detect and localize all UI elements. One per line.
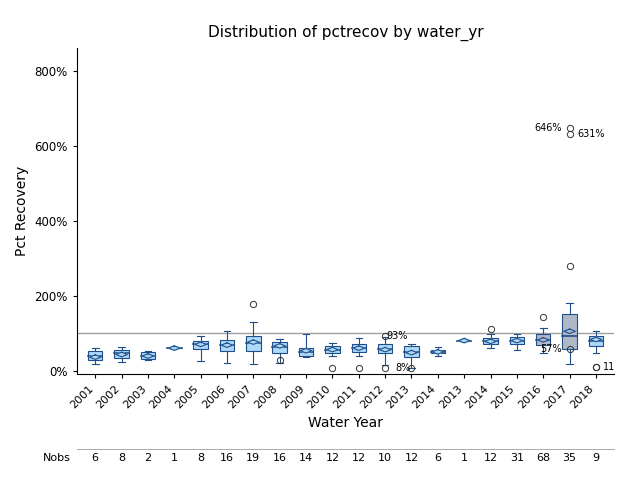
Text: 16: 16	[220, 454, 234, 463]
Text: 12: 12	[404, 454, 419, 463]
Text: 12: 12	[325, 454, 339, 463]
Bar	[404, 346, 419, 357]
Polygon shape	[484, 339, 497, 344]
Text: 10: 10	[378, 454, 392, 463]
Text: 12: 12	[352, 454, 366, 463]
Polygon shape	[116, 352, 127, 357]
Polygon shape	[432, 349, 444, 354]
Polygon shape	[195, 342, 207, 347]
Polygon shape	[458, 338, 470, 343]
Text: 6: 6	[435, 454, 442, 463]
Bar	[378, 344, 392, 353]
Polygon shape	[538, 337, 549, 342]
Bar	[299, 348, 314, 356]
Text: Nobs: Nobs	[42, 454, 70, 463]
Polygon shape	[511, 338, 523, 343]
Text: 31: 31	[510, 454, 524, 463]
Bar	[509, 337, 524, 344]
Text: 35: 35	[563, 454, 577, 463]
Bar	[88, 351, 102, 360]
Polygon shape	[300, 348, 312, 353]
Bar	[325, 346, 340, 353]
Polygon shape	[353, 346, 365, 350]
Text: 631%: 631%	[577, 129, 604, 139]
Polygon shape	[142, 354, 154, 358]
Y-axis label: Pct Recovery: Pct Recovery	[15, 166, 29, 256]
Bar	[220, 340, 234, 351]
Text: 8%: 8%	[395, 363, 410, 372]
Text: 14: 14	[299, 454, 313, 463]
Polygon shape	[168, 346, 180, 350]
Text: 1: 1	[461, 454, 468, 463]
Text: 1: 1	[171, 454, 178, 463]
Text: 6: 6	[92, 454, 99, 463]
Text: 68: 68	[536, 454, 550, 463]
Polygon shape	[248, 340, 259, 344]
Polygon shape	[274, 344, 285, 348]
Polygon shape	[221, 343, 233, 348]
Text: 93%: 93%	[387, 331, 408, 341]
Polygon shape	[590, 337, 602, 342]
Text: 646%: 646%	[535, 123, 562, 133]
Text: 8: 8	[118, 454, 125, 463]
Text: 9: 9	[593, 454, 600, 463]
Title: Distribution of pctrecov by water_yr: Distribution of pctrecov by water_yr	[208, 25, 483, 41]
X-axis label: Water Year: Water Year	[308, 416, 383, 430]
Text: 8: 8	[197, 454, 204, 463]
Text: 11: 11	[604, 361, 616, 372]
Bar	[246, 336, 260, 351]
Text: 57%: 57%	[541, 344, 562, 354]
Text: 16: 16	[273, 454, 287, 463]
Bar	[351, 344, 366, 352]
Text: 12: 12	[483, 454, 498, 463]
Bar	[536, 334, 550, 345]
Polygon shape	[326, 348, 338, 352]
Text: 19: 19	[246, 454, 260, 463]
Bar	[115, 349, 129, 358]
Polygon shape	[380, 348, 391, 352]
Polygon shape	[90, 355, 101, 360]
Bar	[141, 352, 156, 360]
Bar	[431, 349, 445, 353]
Text: 2: 2	[145, 454, 152, 463]
Bar	[273, 342, 287, 353]
Bar	[483, 338, 498, 344]
Bar	[193, 341, 208, 349]
Bar	[563, 314, 577, 349]
Polygon shape	[564, 329, 575, 334]
Polygon shape	[406, 350, 417, 355]
Bar	[589, 336, 604, 346]
